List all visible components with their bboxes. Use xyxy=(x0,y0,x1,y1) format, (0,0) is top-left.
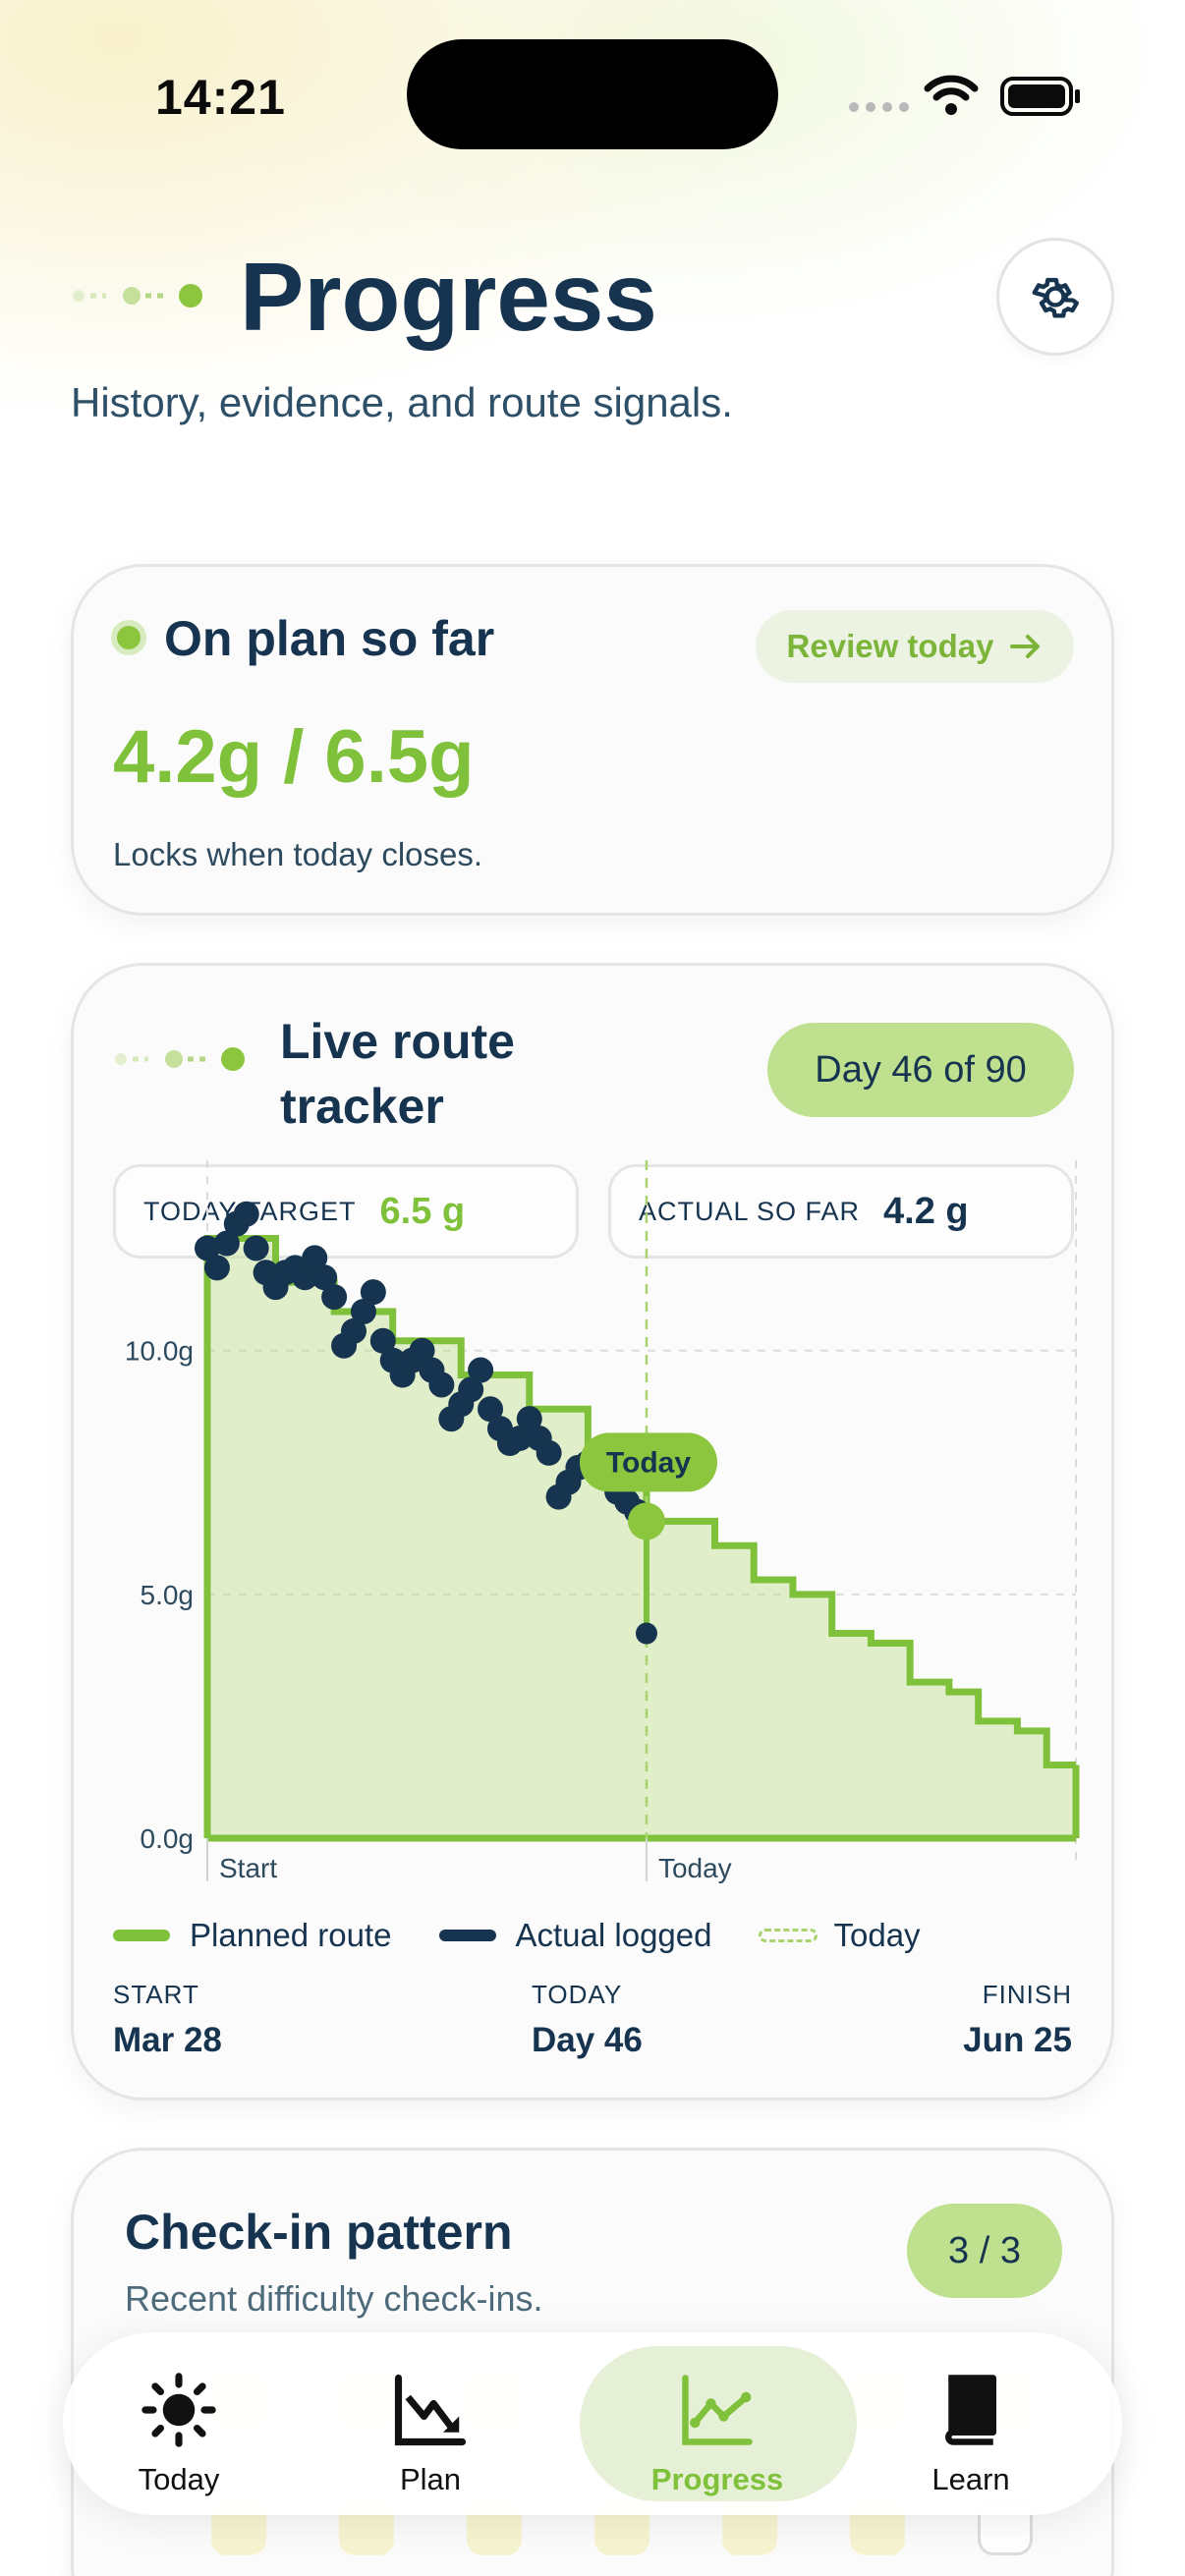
review-today-button[interactable]: Review today xyxy=(756,610,1074,683)
actual-so-far-stat: ACTUAL SO FAR 4.2 g xyxy=(608,1164,1074,1259)
tab-today-label: Today xyxy=(138,2462,220,2496)
summary-status-label: On plan so far xyxy=(164,611,495,666)
today-planned-point xyxy=(627,1502,665,1540)
day-progress-badge: Day 46 of 90 xyxy=(767,1023,1074,1117)
legend-today: Today xyxy=(759,1917,921,1954)
legend-actual: Actual logged xyxy=(438,1917,712,1954)
x-label-today: Today xyxy=(658,1853,732,1883)
y-tick-label: 5.0g xyxy=(141,1580,195,1610)
battery-icon xyxy=(1000,77,1080,116)
actual-so-far-value: 4.2 g xyxy=(883,1190,969,1232)
actual-point xyxy=(292,1264,318,1291)
tab-progress-label: Progress xyxy=(650,2462,784,2496)
actual-point xyxy=(468,1357,494,1383)
legend-actual-label: Actual logged xyxy=(515,1917,712,1953)
actual-point xyxy=(360,1279,386,1306)
arrow-right-icon xyxy=(1010,635,1041,658)
status-time: 14:21 xyxy=(155,70,286,125)
review-today-label: Review today xyxy=(786,628,994,664)
checkin-title: Check-in pattern xyxy=(125,2205,513,2260)
checkin-count-badge: 3 / 3 xyxy=(907,2204,1062,2298)
actual-point xyxy=(203,1255,230,1281)
actual-point xyxy=(478,1396,504,1423)
actual-point xyxy=(409,1337,435,1364)
actual-point xyxy=(458,1376,484,1403)
today-day: Day 46 xyxy=(532,2021,643,2059)
legend-planned: Planned route xyxy=(113,1917,392,1954)
sun-icon xyxy=(141,2373,216,2447)
actual-point xyxy=(321,1284,348,1311)
line-chart-icon xyxy=(682,2375,753,2445)
book-icon xyxy=(945,2375,996,2445)
today-label: TODAY xyxy=(532,1980,623,2009)
actual-point xyxy=(516,1406,542,1432)
y-tick-label: 10.0g xyxy=(125,1336,194,1367)
finish-date: Jun 25 xyxy=(963,2021,1072,2059)
actual-point xyxy=(195,1235,220,1261)
y-tick-label: 0.0g xyxy=(141,1823,195,1854)
on-plan-status-dot xyxy=(111,620,146,655)
tab-bar: Today Plan Progress Learn xyxy=(63,2332,1122,2515)
settings-button[interactable] xyxy=(996,238,1114,356)
summary-note: Locks when today closes. xyxy=(113,836,483,872)
route-dots-icon xyxy=(115,1047,245,1071)
tab-learn-label: Learn xyxy=(931,2462,1010,2496)
today-marker-bubble xyxy=(579,1432,717,1492)
summary-value: 4.2g / 6.5g xyxy=(113,715,475,799)
actual-point xyxy=(233,1201,259,1227)
actual-point xyxy=(243,1235,269,1261)
tab-today[interactable]: Today xyxy=(81,2372,277,2497)
tab-learn[interactable]: Learn xyxy=(873,2372,1069,2497)
actual-point xyxy=(311,1264,338,1291)
route-chart: 0.0g 5.0g 10.0g Start Today Today xyxy=(125,1160,1080,1883)
start-label: START xyxy=(113,1980,199,2009)
dynamic-island xyxy=(407,39,778,149)
tab-progress[interactable]: Progress xyxy=(619,2372,816,2497)
page-subtitle: History, evidence, and route signals. xyxy=(71,379,733,425)
today-target-value: 6.5 g xyxy=(379,1190,466,1232)
tab-active-highlight xyxy=(580,2346,857,2501)
route-tracker-card: Live route tracker Day 46 of 90 TODAY TA… xyxy=(71,963,1114,2100)
today-target-stat: TODAY TARGET 6.5 g xyxy=(113,1164,579,1259)
actual-point xyxy=(302,1245,328,1271)
legend-today-label: Today xyxy=(833,1917,921,1953)
today-marker-label: Today xyxy=(606,1446,691,1479)
actual-point xyxy=(213,1230,240,1257)
actual-so-far-label: ACTUAL SO FAR xyxy=(639,1196,861,1226)
actual-point xyxy=(428,1372,455,1398)
legend-actual-swatch xyxy=(438,1930,496,1941)
page-title: Progress xyxy=(240,243,657,351)
tracker-title: Live route tracker xyxy=(280,1014,515,1134)
checkin-subtitle: Recent difficulty check-ins. xyxy=(125,2278,543,2319)
tab-plan-label: Plan xyxy=(399,2462,462,2496)
legend-planned-label: Planned route xyxy=(190,1917,392,1953)
actual-point xyxy=(369,1327,396,1354)
cellular-signal-icon xyxy=(849,102,909,112)
actual-point xyxy=(350,1299,376,1324)
legend-today-swatch xyxy=(759,1929,818,1942)
actual-point xyxy=(536,1439,562,1466)
wifi-icon xyxy=(924,75,979,115)
finish-label: FINISH xyxy=(982,1980,1072,2009)
x-label-start: Start xyxy=(219,1853,277,1883)
gear-icon xyxy=(1032,277,1079,318)
trend-down-icon xyxy=(394,2374,467,2446)
legend-planned-swatch xyxy=(113,1930,170,1941)
start-date: Mar 28 xyxy=(113,2021,222,2059)
chart-legend: Planned route Actual logged Today xyxy=(113,1917,968,1954)
summary-card: On plan so far Review today 4.2g / 6.5g … xyxy=(71,564,1114,916)
route-dots-icon xyxy=(73,284,202,308)
today-actual-point xyxy=(635,1622,657,1645)
actual-point xyxy=(506,1426,533,1452)
actual-point xyxy=(340,1317,367,1344)
tab-plan[interactable]: Plan xyxy=(332,2372,529,2497)
